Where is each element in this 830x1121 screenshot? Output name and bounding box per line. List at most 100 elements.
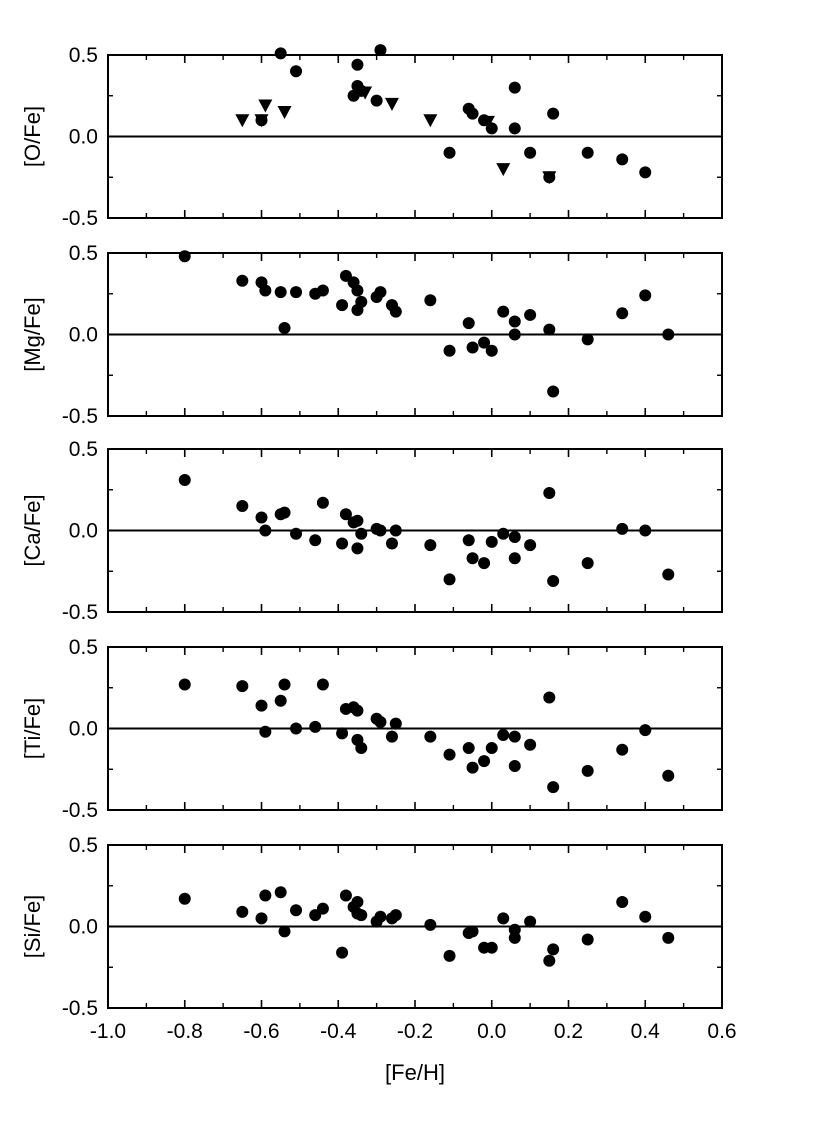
x-tick-label: 0.2: [554, 1020, 583, 1043]
panel-4: -0.5 0.0 0.5 [Si/Fe] -1.0 -0.8 -0.6 -0.4 -0.2 0.0…: [20, 834, 737, 1085]
data-point-triangle: [496, 163, 511, 177]
data-point: [662, 328, 675, 341]
x-tick-label: 0.0: [477, 1020, 506, 1043]
data-point: [309, 534, 322, 547]
data-point: [508, 328, 521, 341]
y-axis-label: [O/Fe]: [20, 106, 45, 167]
data-point: [639, 524, 652, 537]
data-point: [547, 575, 560, 588]
x-tick-label: -0.2: [397, 1020, 433, 1043]
data-point: [508, 730, 521, 743]
data-point: [443, 146, 456, 159]
data-point: [424, 730, 437, 743]
data-point: [278, 678, 291, 691]
x-tick-label: -0.8: [167, 1020, 203, 1043]
y-axis-label: [Mg/Fe]: [20, 297, 45, 372]
data-point: [351, 896, 364, 909]
data-point: [316, 678, 329, 691]
data-point: [389, 909, 402, 922]
data-point: [178, 678, 191, 691]
data-point: [466, 341, 479, 354]
data-point: [462, 534, 475, 547]
data-point-triangle: [384, 97, 399, 111]
y-tick-label: 0.0: [69, 520, 98, 543]
data-point: [336, 727, 349, 740]
data-point: [443, 949, 456, 962]
data-point-triangle: [358, 86, 373, 100]
data-point: [255, 511, 268, 524]
data-point: [485, 535, 498, 548]
data-point: [385, 537, 398, 550]
data-point: [524, 915, 537, 928]
data-point: [424, 918, 437, 931]
data-point: [374, 286, 387, 299]
x-tick-label: 0.6: [707, 1020, 736, 1043]
y-tick-label: 0.5: [69, 438, 98, 461]
data-point: [639, 910, 652, 923]
y-tick-label: 0.0: [69, 916, 98, 939]
data-point: [339, 889, 352, 902]
data-point: [236, 274, 249, 287]
data-point: [524, 738, 537, 751]
data-point: [662, 568, 675, 581]
data-point: [639, 289, 652, 302]
data-point: [374, 910, 387, 923]
data-point: [236, 905, 249, 918]
data-point: [547, 107, 560, 120]
data-point: [524, 308, 537, 321]
data-point-triangle: [254, 114, 269, 128]
data-point: [290, 722, 303, 735]
data-point: [339, 508, 352, 521]
data-point: [355, 909, 368, 922]
data-point: [508, 81, 521, 94]
data-point: [485, 742, 498, 755]
data-point: [278, 321, 291, 334]
data-point: [508, 315, 521, 328]
x-tick-label: -1.0: [90, 1020, 126, 1043]
data-point: [443, 573, 456, 586]
data-point: [355, 295, 368, 308]
data-point: [259, 524, 272, 537]
data-point: [336, 946, 349, 959]
data-point: [543, 691, 556, 704]
data-point: [543, 954, 556, 967]
data-point: [274, 47, 287, 60]
data-point: [466, 761, 479, 774]
y-tick-label: -0.5: [62, 207, 98, 230]
data-point: [466, 552, 479, 565]
data-point: [290, 65, 303, 78]
data-point: [508, 122, 521, 135]
data-point: [274, 694, 287, 707]
data-point: [290, 286, 303, 299]
data-point-triangle: [235, 114, 250, 128]
data-point-triangle: [480, 115, 495, 129]
panel-3: -0.5 0.0 0.5 [Ti/Fe]: [20, 636, 723, 822]
data-point: [236, 500, 249, 513]
data-point: [581, 557, 594, 570]
data-point: [462, 317, 475, 330]
y-axis-label: [Ca/Fe]: [20, 494, 45, 566]
data-point: [639, 166, 652, 179]
data-point: [443, 748, 456, 761]
data-point: [351, 542, 364, 555]
data-point: [508, 552, 521, 565]
data-point: [316, 496, 329, 509]
data-point: [662, 931, 675, 944]
data-point: [355, 527, 368, 540]
data-point: [547, 943, 560, 956]
data-point: [524, 539, 537, 552]
y-tick-label: -0.5: [62, 997, 98, 1020]
data-point: [255, 699, 268, 712]
data-point: [616, 153, 629, 166]
data-point: [259, 889, 272, 902]
data-point: [616, 522, 629, 535]
data-point: [497, 527, 510, 540]
data-point: [274, 286, 287, 299]
panel-2: -0.5 0.0 0.5 [Ca/Fe]: [20, 438, 723, 624]
y-tick-label: 0.0: [69, 324, 98, 347]
data-point: [581, 333, 594, 346]
data-point: [581, 764, 594, 777]
data-point-triangle: [277, 106, 292, 120]
panel-1: -0.5 0.0 0.5 [Mg/Fe]: [20, 242, 723, 428]
